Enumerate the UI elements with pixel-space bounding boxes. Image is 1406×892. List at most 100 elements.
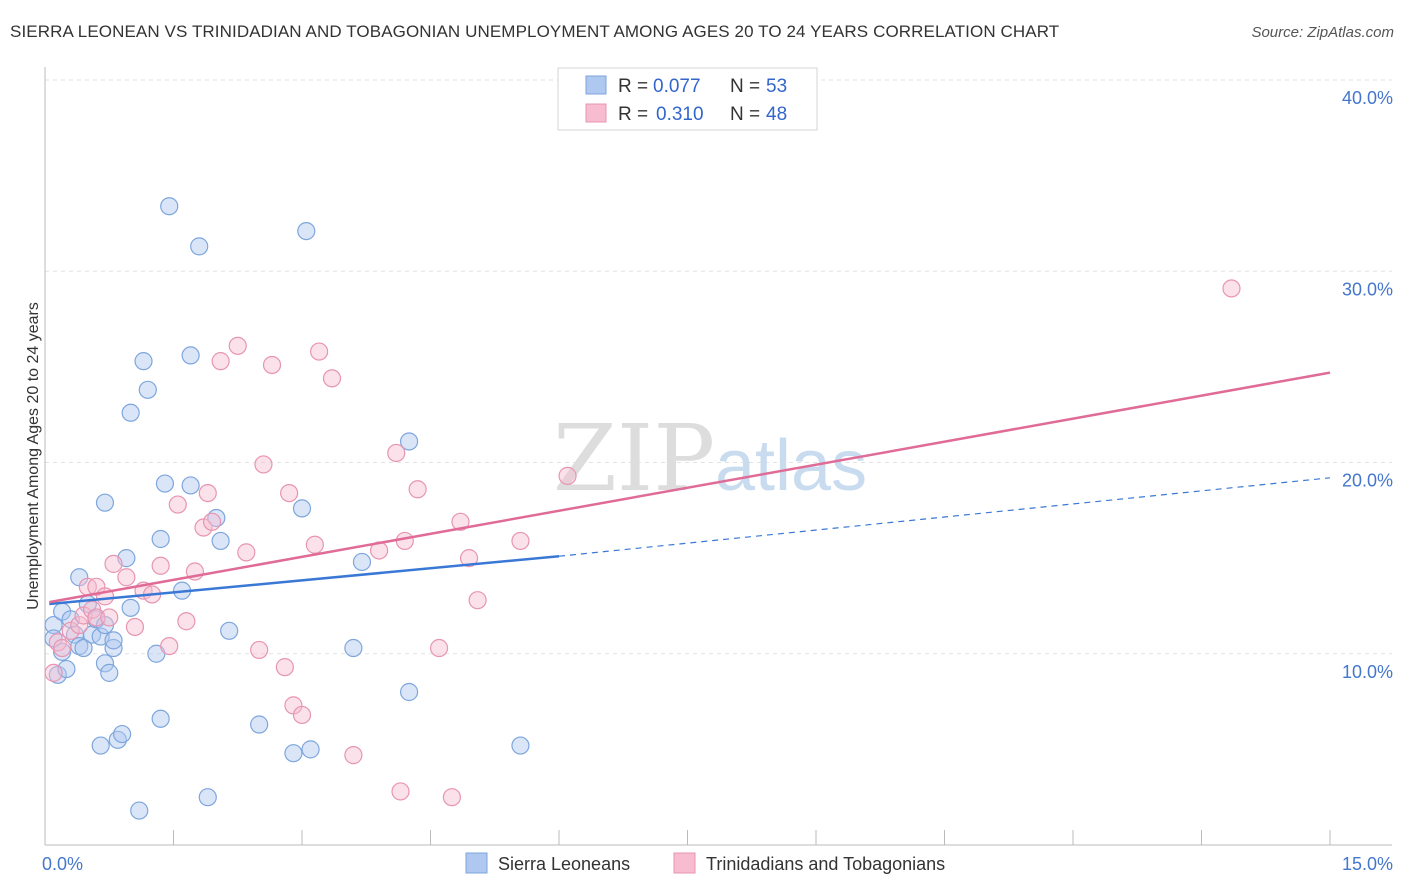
- trinidad-point-46: [451, 512, 470, 531]
- trinidad-point-24: [202, 512, 222, 531]
- x-tick-label-min: 0.0%: [42, 854, 83, 874]
- sierra-point-17: [95, 654, 115, 673]
- watermark-zip: ZIP: [553, 405, 715, 512]
- trinidad-point-2: [53, 638, 72, 658]
- trinidad-point-49: [511, 531, 530, 551]
- sierra-point-37: [181, 346, 200, 365]
- trinidad-point-30: [262, 355, 282, 375]
- trinidad-point-0: [44, 663, 63, 682]
- trinidad-n-value: 48: [766, 104, 787, 125]
- sierra-point-27: [130, 801, 149, 820]
- y-tick-labels: 10.0% 20.0% 30.0% 40.0%: [1342, 88, 1393, 682]
- trinidad-point-14: [125, 617, 145, 637]
- stats-legend-row-sierra: R = 0.077 N = 53: [585, 75, 787, 97]
- sierra-r-label: R =: [618, 76, 648, 97]
- trinidad-point-23: [198, 484, 217, 503]
- legend-label-sierra: Sierra Leoneans: [498, 854, 630, 874]
- trinidad-point-45: [442, 788, 462, 807]
- sierra-point-46: [297, 221, 316, 241]
- sierra-point-45: [292, 499, 312, 518]
- stats-legend: R = 0.077 N = 53 R = 0.310 N = 48: [557, 67, 818, 131]
- y-tick-label-30: 30.0%: [1342, 279, 1393, 299]
- trinidad-point-13: [117, 568, 136, 587]
- sierra-point-39: [198, 788, 217, 807]
- sierra-point-34: [160, 197, 179, 216]
- sierra-point-4: [53, 642, 72, 661]
- sierra-trend-line-extension: [558, 477, 1331, 557]
- trend-lines: [49, 371, 1331, 606]
- trinidad-n-label: N =: [730, 104, 760, 125]
- sierra-point-0: [44, 615, 63, 635]
- trinidad-swatch: [585, 103, 607, 123]
- bottom-legend: Sierra Leoneans Trinidadians and Tobagon…: [465, 852, 945, 874]
- trinidad-point-25: [211, 352, 230, 371]
- trinidad-point-51: [1222, 279, 1241, 298]
- sierra-point-33: [155, 474, 175, 493]
- sierra-n-value: 53: [766, 76, 787, 97]
- trinidad-trend-line: [49, 371, 1331, 604]
- trinidad-point-20: [177, 612, 196, 631]
- sierra-point-21: [104, 631, 123, 650]
- sierra-trend-line: [49, 554, 560, 606]
- trinidad-point-44: [429, 638, 449, 658]
- sierra-point-50: [399, 432, 419, 451]
- sierra-point-51: [399, 682, 419, 702]
- trinidad-point-19: [168, 495, 187, 514]
- trinidad-point-43: [408, 480, 427, 499]
- trinidad-point-32: [280, 484, 299, 503]
- watermark-atlas: atlas: [715, 426, 867, 506]
- trinidad-point-40: [387, 443, 406, 463]
- sierra-point-31: [151, 709, 170, 728]
- x-tick-marks: [173, 830, 1331, 845]
- trinidad-point-48: [468, 591, 487, 610]
- sierra-point-44: [284, 744, 303, 763]
- sierra-point-16: [91, 736, 110, 755]
- y-tick-label-40: 40.0%: [1342, 88, 1393, 108]
- x-tick-labels: 0.0% 15.0%: [42, 854, 1393, 874]
- legend-swatch-trinidad: [673, 852, 696, 874]
- y-tick-label-10: 10.0%: [1342, 662, 1393, 682]
- trinidad-point-35: [305, 535, 324, 554]
- stats-legend-row-trinidad: R = 0.310 N = 48: [585, 103, 787, 125]
- trinidad-point-12: [104, 554, 123, 573]
- sierra-point-19: [100, 663, 119, 682]
- sierra-r-value: 0.077: [653, 76, 701, 97]
- sierra-point-48: [344, 638, 363, 658]
- sierra-point-47: [301, 740, 320, 759]
- trinidad-point-26: [228, 336, 247, 355]
- sierra-point-28: [134, 352, 153, 371]
- trinidad-point-37: [322, 369, 342, 388]
- trinidad-point-42: [395, 531, 414, 551]
- legend-label-trinidad: Trinidadians and Tobagonians: [706, 854, 945, 874]
- trinidad-point-41: [391, 782, 410, 801]
- data-points: [44, 197, 1241, 820]
- sierra-point-38: [190, 237, 209, 256]
- sierra-point-10: [74, 638, 93, 658]
- sierra-point-52: [511, 736, 530, 755]
- trinidad-point-47: [459, 549, 479, 568]
- sierra-point-36: [181, 476, 200, 495]
- sierra-point-25: [121, 403, 140, 422]
- chart-title: SIERRA LEONEAN VS TRINIDADIAN AND TOBAGO…: [10, 22, 1060, 41]
- sierra-point-42: [220, 621, 239, 640]
- sierra-point-32: [151, 529, 170, 549]
- x-tick-label-max: 15.0%: [1342, 854, 1393, 874]
- sierra-n-label: N =: [730, 76, 760, 97]
- sierra-swatch: [585, 75, 607, 95]
- sierra-point-18: [95, 493, 115, 512]
- sierra-point-23: [112, 724, 132, 744]
- sierra-point-41: [211, 531, 230, 551]
- trinidad-point-36: [310, 342, 329, 361]
- trinidad-point-38: [344, 746, 363, 765]
- y-tick-label-20: 20.0%: [1342, 471, 1393, 491]
- trinidad-r-label: R =: [618, 104, 648, 125]
- trinidad-point-50: [558, 466, 577, 485]
- watermark: ZIP atlas: [553, 405, 867, 512]
- sierra-point-43: [250, 715, 269, 734]
- trinidad-point-31: [275, 658, 294, 677]
- axes: [44, 67, 1392, 846]
- legend-swatch-sierra: [465, 852, 488, 874]
- y-axis-label: Unemployment Among Ages 20 to 24 years: [25, 302, 42, 610]
- sierra-point-20: [104, 638, 123, 658]
